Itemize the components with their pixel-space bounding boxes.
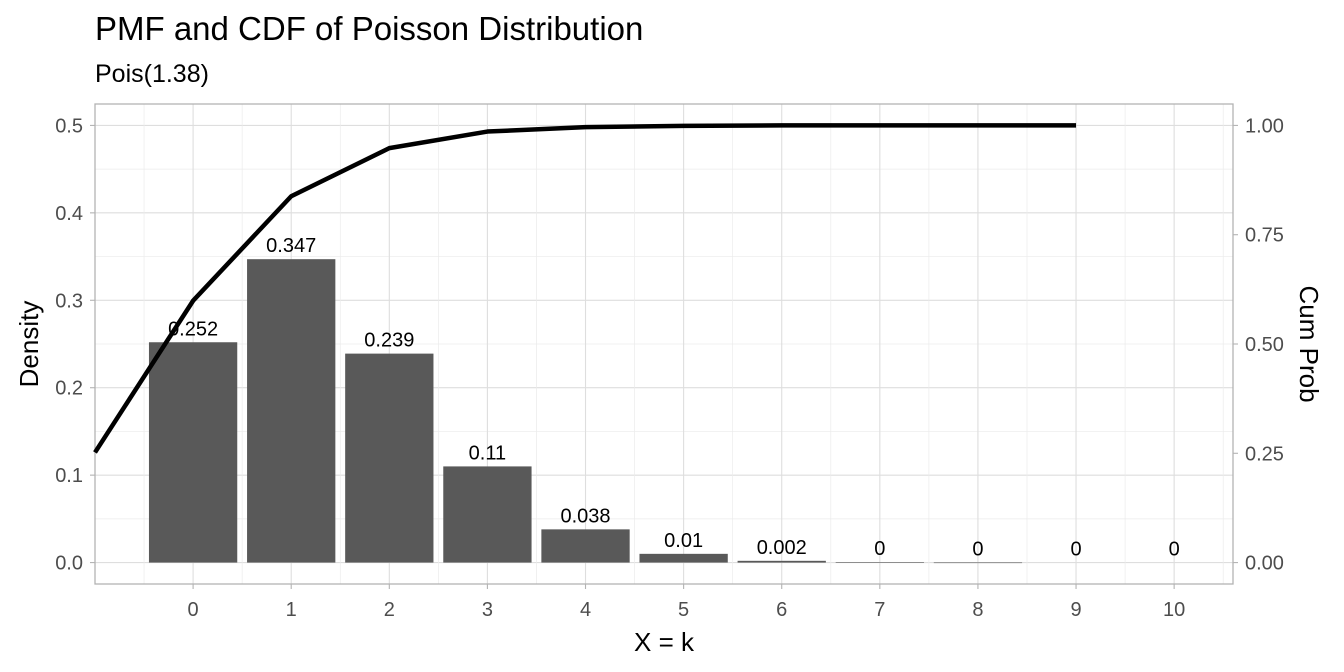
y-axis-title: Density <box>14 301 44 388</box>
x-tick-label: 2 <box>384 599 395 621</box>
x-tick-label: 9 <box>1070 599 1081 621</box>
chart-subtitle: Pois(1.38) <box>95 60 209 88</box>
cdf-line <box>93 123 1077 454</box>
bar <box>737 560 826 563</box>
y-tick-label: 0.5 <box>55 115 83 137</box>
cdf-line-path <box>93 123 1077 454</box>
data-label: 0.038 <box>560 505 610 527</box>
y-right-tick-label: 0.25 <box>1245 443 1284 465</box>
bar <box>247 259 336 563</box>
data-label: 0.347 <box>266 235 316 257</box>
x-tick-label: 6 <box>776 599 787 621</box>
y-tick-label: 0.0 <box>55 553 83 575</box>
bar <box>345 353 434 563</box>
y-right-tick-label: 1.00 <box>1245 115 1284 137</box>
y-right-tick-label: 0.00 <box>1245 553 1284 575</box>
data-label: 0.01 <box>664 530 703 552</box>
axes: 0 1 2 3 4 5 6 7 8 9 10 0.0 0.1 0.2 0.3 0.4 0.5 0.00 0.25 0.… <box>55 115 1284 621</box>
data-label: 0.239 <box>364 330 414 352</box>
y-tick-label: 0.4 <box>55 203 83 225</box>
x-tick-label: 7 <box>874 599 885 621</box>
data-label: 0.11 <box>469 442 506 464</box>
bar <box>148 342 238 563</box>
data-label: 0 <box>1070 539 1081 561</box>
data-label: 0 <box>874 538 885 560</box>
chart-title: PMF and CDF of Poisson Distribution <box>95 10 644 47</box>
data-label: 0.002 <box>757 537 807 559</box>
bar <box>933 562 1023 564</box>
y-tick-label: 0.1 <box>55 465 83 487</box>
x-tick-label: 1 <box>286 599 297 621</box>
data-label: 0 <box>1169 539 1180 561</box>
bar <box>443 466 532 563</box>
bar <box>639 553 728 563</box>
x-tick-label: 4 <box>580 599 591 621</box>
bar <box>541 529 630 563</box>
x-axis-title: X = k <box>634 627 695 657</box>
data-label: 0 <box>972 538 983 560</box>
x-tick-label: 0 <box>188 599 199 621</box>
y-right-tick-label: 0.75 <box>1245 225 1284 247</box>
x-tick-label: 8 <box>972 599 983 621</box>
bar <box>835 562 924 563</box>
y-tick-label: 0.3 <box>55 290 83 312</box>
y-right-tick-label: 0.50 <box>1245 334 1284 356</box>
x-tick-label: 3 <box>482 599 493 621</box>
y-tick-label: 0.2 <box>55 378 83 400</box>
x-tick-label: 10 <box>1163 599 1185 621</box>
bars <box>148 259 1023 564</box>
x-tick-label: 5 <box>678 599 689 621</box>
y-axis-right-title: Cum Prob <box>1294 285 1324 402</box>
